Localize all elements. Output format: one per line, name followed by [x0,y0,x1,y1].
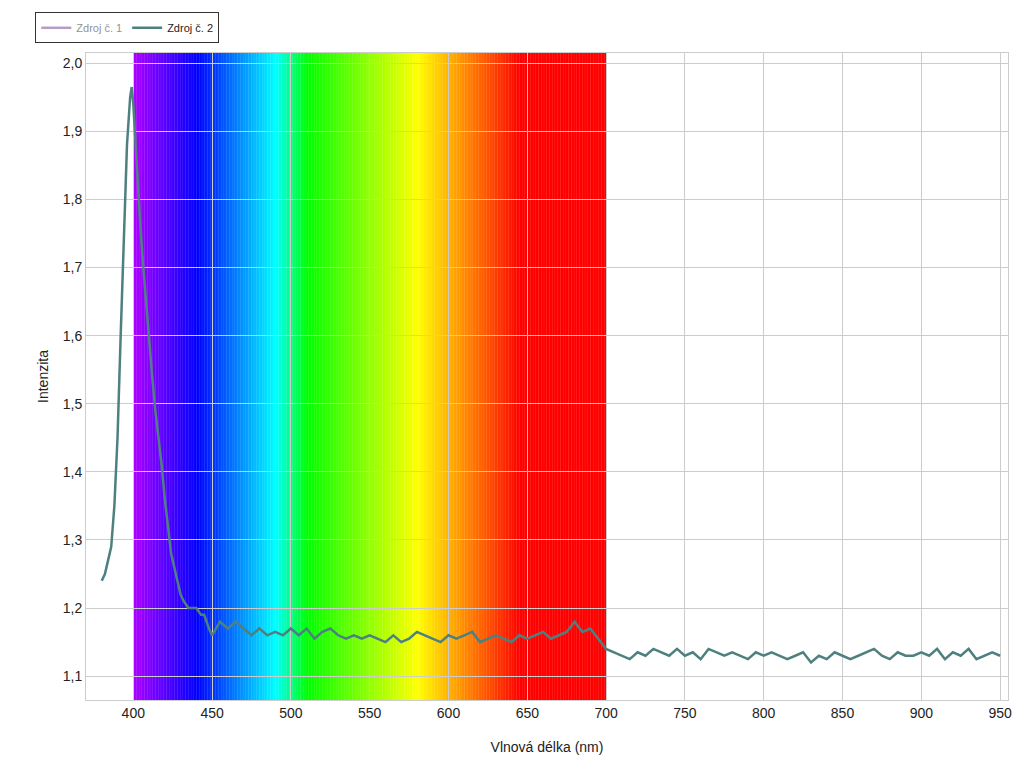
svg-text:1,5: 1,5 [63,396,83,412]
svg-text:650: 650 [516,705,540,721]
svg-text:Zdroj č. 2: Zdroj č. 2 [167,22,213,34]
svg-text:1,9: 1,9 [63,123,83,139]
svg-text:550: 550 [358,705,382,721]
svg-text:1,6: 1,6 [63,328,83,344]
svg-text:1,4: 1,4 [63,464,83,480]
svg-text:500: 500 [279,705,303,721]
svg-text:450: 450 [200,705,224,721]
svg-text:2,0: 2,0 [63,55,83,71]
svg-text:1,7: 1,7 [63,259,83,275]
svg-text:900: 900 [910,705,934,721]
svg-text:400: 400 [122,705,146,721]
svg-text:Vlnová délka (nm): Vlnová délka (nm) [491,739,604,755]
svg-text:700: 700 [594,705,618,721]
svg-text:1,3: 1,3 [63,532,83,548]
svg-text:600: 600 [437,705,461,721]
svg-text:750: 750 [673,705,697,721]
svg-text:850: 850 [831,705,855,721]
svg-text:Intenzita: Intenzita [35,350,51,403]
svg-text:800: 800 [752,705,776,721]
svg-text:1,2: 1,2 [63,600,83,616]
svg-text:1,8: 1,8 [63,191,83,207]
svg-text:950: 950 [988,705,1012,721]
svg-text:Zdroj č. 1: Zdroj č. 1 [76,22,122,34]
svg-text:1,1: 1,1 [63,668,83,684]
